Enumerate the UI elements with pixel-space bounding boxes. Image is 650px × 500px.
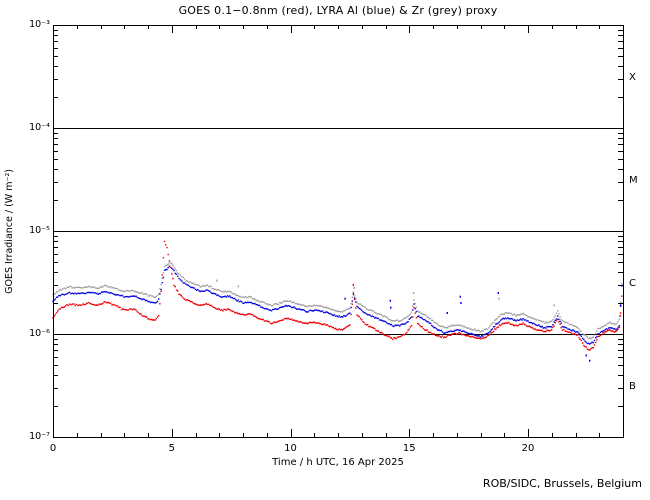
x-tick-label: 10 — [284, 443, 297, 454]
flare-class-label-m: M — [629, 174, 638, 186]
x-tick-label: 20 — [521, 443, 535, 454]
x-tick-label: 5 — [168, 443, 175, 454]
x-tick-label: 0 — [49, 443, 57, 454]
y-tick-label: 10⁻³ — [29, 19, 50, 30]
chart-title: GOES 0.1−0.8nm (red), LYRA Al (blue) & Z… — [178, 4, 498, 17]
flare-class-label-c: C — [629, 277, 636, 289]
series-1 — [52, 265, 623, 345]
y-tick-label: 10⁻⁶ — [29, 328, 50, 339]
series-0 — [52, 262, 623, 340]
credit-footer: ROB/SIDC, Brussels, Belgium — [482, 477, 642, 490]
y-tick-label: 10⁻⁴ — [29, 122, 50, 133]
flare-class-label-x: X — [629, 71, 636, 83]
y-tick-label: 10⁻⁷ — [29, 431, 50, 442]
x-axis-label: Time / h UTC, 16 Apr 2025 — [272, 457, 404, 468]
y-tick-label: 10⁻⁵ — [29, 225, 50, 236]
x-tick-label: 15 — [402, 443, 416, 454]
flare-class-label-b: B — [629, 380, 636, 392]
